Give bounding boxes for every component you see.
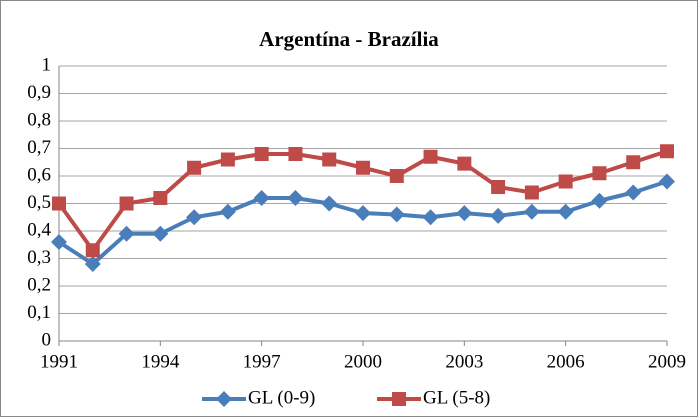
y-tick-label: 0,4 bbox=[27, 219, 51, 240]
data-point bbox=[153, 191, 168, 205]
y-tick-label: 0 bbox=[42, 329, 52, 350]
data-point bbox=[388, 206, 405, 223]
data-point bbox=[457, 156, 472, 171]
data-point bbox=[287, 190, 304, 206]
data-point bbox=[219, 203, 236, 220]
data-point bbox=[52, 196, 66, 211]
legend-label: GL (5-8) bbox=[423, 387, 490, 408]
data-point bbox=[220, 152, 235, 167]
x-tick-label: 2009 bbox=[648, 351, 686, 372]
data-point bbox=[253, 190, 270, 206]
data-point bbox=[490, 207, 507, 224]
x-tick-label: 1991 bbox=[40, 351, 78, 372]
data-point bbox=[389, 169, 404, 183]
data-point bbox=[524, 185, 539, 200]
data-point bbox=[422, 209, 439, 226]
legend-marker bbox=[216, 391, 232, 407]
y-tick-label: 0,7 bbox=[27, 137, 51, 158]
y-tick-label: 1 bbox=[42, 54, 52, 75]
data-point bbox=[659, 173, 675, 190]
data-point bbox=[558, 174, 573, 189]
data-point bbox=[152, 225, 169, 242]
data-point bbox=[355, 205, 371, 222]
data-point bbox=[557, 203, 574, 220]
data-point bbox=[591, 192, 608, 209]
y-tick-label: 0,2 bbox=[27, 274, 51, 295]
data-point bbox=[423, 149, 438, 164]
x-tick-label: 1997 bbox=[243, 351, 281, 372]
legend-marker bbox=[392, 392, 406, 406]
data-point bbox=[84, 256, 101, 272]
data-point bbox=[491, 180, 506, 194]
x-tick-label: 2006 bbox=[547, 351, 585, 372]
data-point bbox=[51, 234, 67, 250]
data-point bbox=[187, 160, 202, 175]
data-point bbox=[523, 203, 540, 220]
data-point bbox=[119, 196, 134, 211]
data-point bbox=[254, 147, 269, 161]
legend-label: GL (0-9) bbox=[248, 387, 315, 408]
x-tick-label: 2000 bbox=[344, 351, 382, 372]
data-point bbox=[592, 166, 607, 181]
y-tick-label: 0,6 bbox=[27, 164, 51, 185]
y-tick-label: 0,1 bbox=[27, 302, 51, 323]
data-point bbox=[625, 184, 642, 201]
data-point bbox=[288, 147, 303, 161]
y-tick-label: 0,3 bbox=[27, 247, 51, 268]
data-point bbox=[321, 195, 338, 212]
y-tick-label: 0,8 bbox=[27, 109, 51, 130]
y-tick-label: 0,9 bbox=[27, 82, 51, 103]
data-point bbox=[186, 209, 203, 226]
data-point bbox=[626, 155, 641, 170]
data-point bbox=[356, 160, 370, 175]
y-tick-label: 0,5 bbox=[27, 192, 51, 213]
x-tick-label: 1994 bbox=[141, 351, 180, 372]
data-point bbox=[85, 243, 100, 258]
data-point bbox=[322, 152, 337, 167]
chart-title: Argentína - Brazília bbox=[259, 27, 439, 51]
data-point bbox=[456, 205, 473, 222]
x-tick-label: 2003 bbox=[445, 351, 483, 372]
data-point bbox=[660, 144, 674, 159]
data-point bbox=[118, 225, 135, 242]
